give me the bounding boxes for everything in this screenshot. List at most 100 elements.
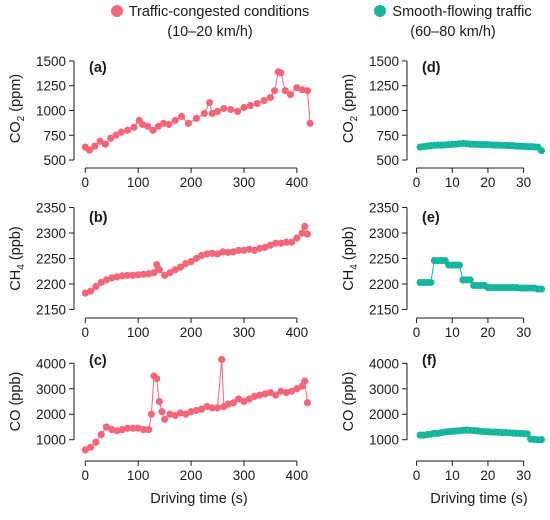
series-line bbox=[85, 359, 308, 451]
data-point bbox=[303, 399, 312, 407]
data-point bbox=[101, 140, 109, 148]
y-tick-label: 4000 bbox=[369, 356, 399, 371]
x-tick-label: 200 bbox=[180, 325, 203, 340]
legend-traffic-congested: Traffic-congested conditions (10–20 km/h… bbox=[80, 2, 340, 42]
data-point bbox=[129, 424, 137, 432]
panel-label: (d) bbox=[422, 60, 441, 76]
data-point bbox=[224, 248, 232, 256]
panel-c: 0 100 200 300 400 1000 2000 3000 4000 CO (ppb) (c) bbox=[8, 353, 312, 483]
y-tick-label: 3000 bbox=[36, 382, 66, 397]
x-axis-label-left: Driving time (s) bbox=[150, 491, 247, 507]
data-point bbox=[153, 374, 161, 383]
data-point bbox=[112, 131, 120, 139]
data-point bbox=[171, 116, 179, 124]
y-tick-label: 1500 bbox=[369, 54, 399, 69]
x-tick-label: 300 bbox=[233, 325, 256, 340]
data-point bbox=[303, 87, 312, 95]
data-point bbox=[220, 104, 228, 113]
data-point bbox=[118, 272, 126, 280]
data-point bbox=[150, 269, 158, 277]
data-point bbox=[144, 122, 152, 130]
data-point bbox=[271, 87, 279, 95]
panel-e: 0 10 20 30 2150 2200 2250 2300 2350 CH4 (ppb) (e) bbox=[341, 201, 546, 340]
data-point bbox=[187, 257, 195, 266]
data-point bbox=[205, 98, 214, 107]
data-point bbox=[272, 391, 280, 399]
y-tick-label: 4000 bbox=[36, 356, 66, 371]
data-point bbox=[523, 430, 531, 438]
data-point bbox=[303, 230, 312, 238]
data-point bbox=[149, 126, 157, 134]
legend-smooth-flowing: Smooth-flowing traffic (60–80 km/h) bbox=[358, 2, 548, 42]
data-point bbox=[96, 137, 104, 145]
y-tick-label: 2250 bbox=[36, 252, 66, 267]
y-tick-label: 750 bbox=[43, 128, 66, 143]
x-tick-label: 0 bbox=[82, 325, 90, 340]
panel-label: (b) bbox=[89, 210, 108, 226]
x-tick-label: 200 bbox=[180, 175, 203, 190]
y-axis-label: CH4 (ppb) bbox=[341, 226, 360, 290]
y-tick-label: 500 bbox=[43, 153, 66, 168]
panel-a: 0 100 200 300 400 500 750 1000 1250 1500 CO2 (ppm)… bbox=[8, 54, 314, 190]
legend-marker-smooth bbox=[374, 5, 387, 17]
y-tick-label: 2250 bbox=[369, 252, 399, 267]
y-tick-label: 2200 bbox=[369, 277, 399, 292]
data-point bbox=[147, 410, 155, 418]
panel-d: 0 10 20 30 500 750 1000 1250 1500 CO2 (ppm) (d) bbox=[341, 54, 546, 190]
data-point bbox=[293, 234, 301, 242]
data-point bbox=[306, 119, 314, 127]
y-tick-label: 2350 bbox=[369, 201, 399, 216]
y-tick-label: 1250 bbox=[36, 79, 66, 94]
data-point bbox=[200, 109, 208, 118]
data-point bbox=[240, 103, 248, 112]
data-point bbox=[260, 96, 268, 105]
x-tick-label: 10 bbox=[445, 175, 460, 190]
y-tick-label: 2200 bbox=[36, 277, 66, 292]
data-point bbox=[124, 126, 132, 134]
data-point bbox=[218, 355, 226, 364]
data-point bbox=[129, 271, 137, 279]
data-point bbox=[177, 112, 186, 121]
data-point bbox=[130, 123, 138, 131]
y-axis-label: CH4 (ppb) bbox=[8, 226, 27, 290]
data-point bbox=[91, 142, 99, 150]
x-tick-label: 300 bbox=[233, 175, 256, 190]
x-tick-label: 100 bbox=[127, 325, 150, 340]
data-point bbox=[266, 94, 274, 102]
data-point bbox=[86, 287, 95, 295]
x-tick-label: 200 bbox=[180, 468, 203, 483]
y-axis-label: CO (ppb) bbox=[341, 372, 357, 432]
legend-label-traffic: Traffic-congested conditions bbox=[128, 4, 310, 20]
legend-label-smooth: Smooth-flowing traffic bbox=[392, 4, 532, 20]
y-tick-label: 1000 bbox=[369, 103, 399, 118]
data-point bbox=[117, 128, 125, 136]
data-point bbox=[165, 120, 173, 128]
panel-label: (a) bbox=[89, 60, 107, 76]
y-tick-label: 750 bbox=[376, 128, 399, 143]
data-point bbox=[219, 248, 227, 256]
x-tick-label: 0 bbox=[82, 468, 90, 483]
panel-f: 0 10 20 30 1000 2000 3000 4000 CO (ppb) (f) bbox=[341, 353, 546, 483]
data-point bbox=[227, 105, 235, 114]
data-point bbox=[192, 114, 200, 123]
data-point bbox=[92, 282, 100, 291]
data-point bbox=[286, 91, 295, 99]
data-point bbox=[208, 404, 216, 412]
data-point bbox=[124, 424, 132, 432]
panel-label: (c) bbox=[89, 353, 107, 369]
y-tick-label: 1000 bbox=[36, 103, 66, 118]
x-tick-label: 400 bbox=[286, 325, 309, 340]
data-point bbox=[139, 425, 148, 434]
x-tick-label: 0 bbox=[413, 175, 421, 190]
data-point bbox=[203, 250, 211, 258]
y-tick-label: 2300 bbox=[369, 226, 399, 241]
y-tick-label: 1500 bbox=[36, 54, 66, 69]
y-tick-label: 3000 bbox=[369, 382, 399, 397]
data-point bbox=[176, 263, 185, 271]
legend-speed-smooth: (60–80 km/h) bbox=[410, 24, 496, 40]
x-tick-label: 0 bbox=[413, 325, 421, 340]
y-tick-label: 1000 bbox=[369, 433, 399, 448]
data-point bbox=[287, 238, 296, 246]
data-point bbox=[158, 408, 166, 416]
